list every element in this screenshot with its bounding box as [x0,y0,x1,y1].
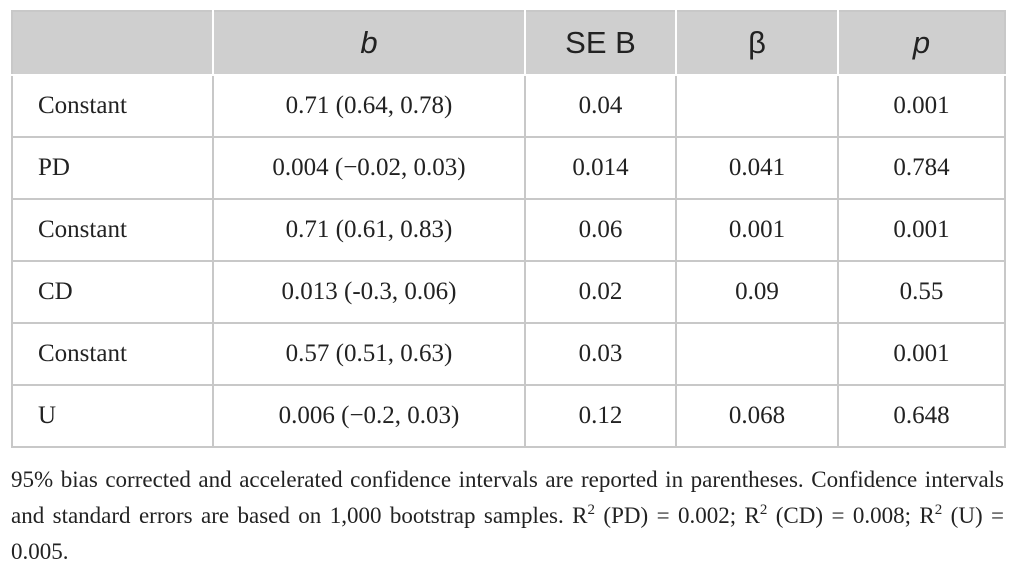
regression-table: b SE B β p Constant 0.71 (0.64, 0.78) 0.… [11,10,1006,448]
footnote-text-1: 95% bias corrected and accelerated confi… [11,467,1004,528]
header-p: p [837,11,1005,76]
header-empty [12,11,214,76]
cell-b: 0.71 (0.61, 0.83) [212,198,526,262]
cell-beta: 0.041 [675,136,839,200]
cell-se-b: 0.04 [524,74,677,138]
table-row: U 0.006 (−0.2, 0.03) 0.12 0.068 0.648 [11,384,1006,448]
cell-b: 0.71 (0.64, 0.78) [212,74,526,138]
table-row: CD 0.013 (-0.3, 0.06) 0.02 0.09 0.55 [11,260,1006,324]
row-label: U [11,384,214,448]
cell-p: 0.001 [837,198,1006,262]
cell-b: 0.004 (−0.02, 0.03) [212,136,526,200]
regression-table-container: b SE B β p Constant 0.71 (0.64, 0.78) 0.… [11,10,1006,448]
row-label: Constant [11,74,214,138]
cell-se-b: 0.014 [524,136,677,200]
table-row: Constant 0.71 (0.64, 0.78) 0.04 0.001 [11,74,1006,138]
row-label: PD [11,136,214,200]
cell-beta: 0.001 [675,198,839,262]
cell-p: 0.001 [837,322,1006,386]
row-label: Constant [11,198,214,262]
row-label: CD [11,260,214,324]
cell-se-b: 0.02 [524,260,677,324]
cell-b: 0.013 (-0.3, 0.06) [212,260,526,324]
footnote-superscript: 2 [759,502,768,518]
table-row: PD 0.004 (−0.02, 0.03) 0.014 0.041 0.784 [11,136,1006,200]
header-se-b: SE B [524,11,677,76]
cell-beta [675,74,839,138]
header-row: b SE B β p [12,11,1005,76]
footnote-text-3: (CD) = 0.008; R [767,503,935,528]
table-row: Constant 0.57 (0.51, 0.63) 0.03 0.001 [11,322,1006,386]
cell-se-b: 0.06 [524,198,677,262]
cell-p: 0.001 [837,74,1006,138]
cell-p: 0.784 [837,136,1006,200]
cell-p: 0.55 [837,260,1006,324]
cell-beta [675,322,839,386]
cell-p: 0.648 [837,384,1006,448]
cell-beta: 0.068 [675,384,839,448]
cell-se-b: 0.12 [524,384,677,448]
footnote-text-4: (U) = 0.005. [11,503,1005,564]
row-label: Constant [11,322,214,386]
cell-b: 0.006 (−0.2, 0.03) [212,384,526,448]
cell-se-b: 0.03 [524,322,677,386]
footnote-superscript: 2 [934,502,943,518]
table-footnote: 95% bias corrected and accelerated confi… [11,462,1004,570]
table-row: Constant 0.71 (0.61, 0.83) 0.06 0.001 0.… [11,198,1006,262]
footnote-text-2: (PD) = 0.002; R [595,503,760,528]
header-beta: β [675,11,839,76]
header-b: b [212,11,526,76]
cell-b: 0.57 (0.51, 0.63) [212,322,526,386]
footnote-superscript: 2 [587,502,596,518]
cell-beta: 0.09 [675,260,839,324]
